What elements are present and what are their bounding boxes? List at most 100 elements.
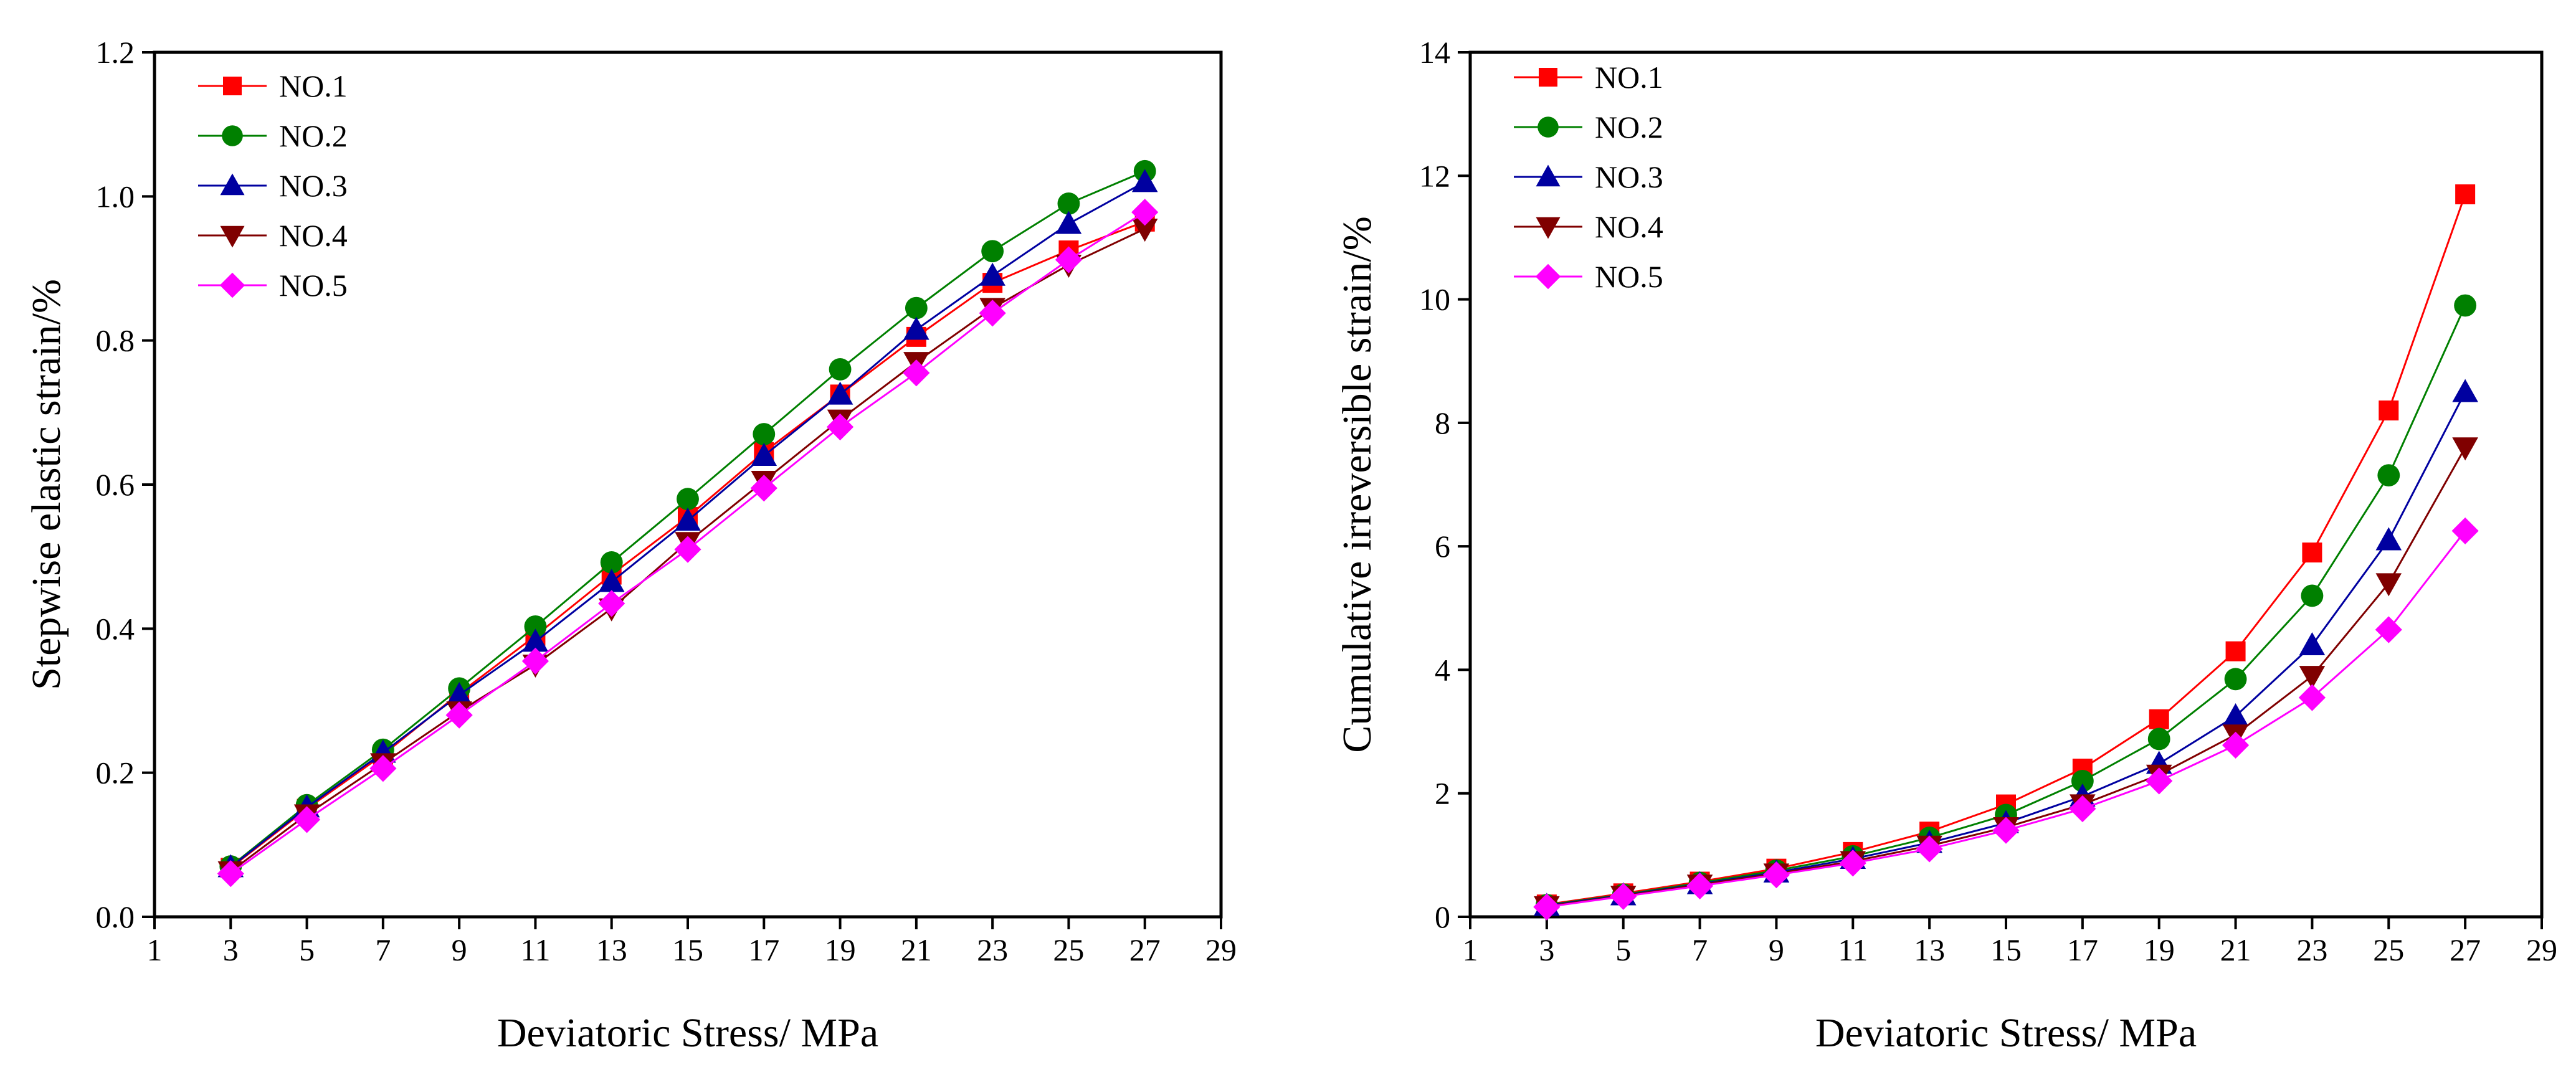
x-tick-label: 23: [2296, 932, 2327, 967]
data-point: [903, 359, 930, 387]
x-tick-label: 1: [1463, 932, 1478, 967]
data-point: [905, 296, 928, 320]
legend: NO.1 NO.2 NO.3 NO.4 NO.5: [198, 69, 348, 303]
data-point: [217, 860, 244, 888]
data-point: [598, 590, 625, 617]
y-axis-ticks: 0.0 0.2 0.4 0.6 0.8 1.0 1.2: [96, 35, 154, 934]
y-tick-label: 0.8: [96, 323, 135, 358]
x-tick-label: 7: [375, 932, 391, 967]
data-point: [1992, 817, 2020, 844]
y-tick-label: 0.0: [96, 899, 135, 934]
data-point: [524, 615, 547, 638]
data-point: [2454, 294, 2477, 317]
data-point: [2451, 517, 2479, 544]
data-point: [903, 316, 929, 340]
x-tick-label: 19: [825, 932, 856, 967]
data-point: [598, 569, 625, 592]
x-tick-label: 11: [520, 932, 550, 967]
x-tick-label: 5: [1615, 932, 1631, 967]
data-point: [2225, 641, 2246, 661]
data-point: [753, 423, 776, 445]
data-point: [2452, 379, 2478, 402]
y-tick-label: 0.6: [96, 467, 135, 502]
data-point: [2147, 727, 2170, 751]
y-tick-label: 0.4: [96, 611, 135, 646]
series-no5: [1533, 517, 2479, 921]
data-point: [979, 300, 1006, 327]
data-point: [2222, 703, 2249, 727]
legend-item: NO.2: [198, 118, 348, 153]
legend-item: NO.2: [1514, 110, 1663, 145]
x-tick-label: 5: [299, 932, 315, 967]
y-tick-label: 0.2: [96, 756, 135, 790]
x-tick-label: 25: [2373, 932, 2404, 967]
data-point: [829, 358, 852, 381]
data-point: [1131, 169, 1158, 192]
legend-label: NO.1: [1595, 60, 1663, 95]
x-tick-label: 9: [1769, 932, 1784, 967]
data-point: [446, 681, 472, 705]
x-tick-label: 1: [147, 932, 163, 967]
y-tick-label: 4: [1435, 652, 1450, 687]
data-point: [675, 508, 701, 531]
data-point: [2375, 527, 2402, 551]
data-point: [2455, 184, 2476, 205]
legend-marker: [222, 125, 243, 146]
y-axis-title: Cumulative irreversible strain/%: [1334, 216, 1380, 752]
data-point: [2377, 464, 2400, 487]
y-tick-label: 1.2: [96, 35, 135, 70]
data-point: [677, 488, 699, 511]
data-point: [1839, 850, 1866, 877]
legend-item: NO.4: [1514, 209, 1663, 244]
x-axis-title: Deviatoric Stress/ MPa: [1815, 1010, 2197, 1056]
data-point: [2375, 573, 2402, 597]
y-tick-label: 2: [1435, 776, 1450, 811]
legend-label: NO.2: [279, 118, 348, 153]
x-axis-title: Deviatoric Stress/ MPa: [497, 1010, 878, 1056]
x-tick-label: 25: [1053, 932, 1084, 967]
series-layer: [217, 159, 1159, 888]
legend-marker: [1535, 263, 1561, 290]
legend-marker: [220, 225, 245, 248]
data-point: [981, 240, 1004, 263]
data-point: [2069, 795, 2096, 823]
x-tick-label: 15: [1990, 932, 2022, 967]
x-tick-label: 9: [452, 932, 467, 967]
data-point: [2071, 769, 2094, 792]
y-tick-label: 8: [1435, 405, 1450, 440]
data-point: [979, 262, 1005, 286]
data-point: [827, 381, 853, 405]
x-tick-label: 13: [596, 932, 627, 967]
y-tick-label: 6: [1435, 529, 1450, 564]
data-point: [369, 755, 397, 782]
data-point: [1762, 861, 1790, 889]
x-tick-label: 13: [1914, 932, 1945, 967]
legend-label: NO.5: [279, 268, 348, 303]
data-point: [600, 551, 623, 574]
data-point: [445, 701, 473, 729]
y-axis-title: Stepwise elastic strain/%: [24, 279, 69, 690]
x-tick-label: 3: [1539, 932, 1554, 967]
data-point: [522, 628, 549, 652]
data-point: [750, 475, 777, 502]
data-point: [2224, 668, 2247, 691]
legend-label: NO.2: [1595, 110, 1663, 145]
legend-label: NO.3: [1595, 159, 1663, 194]
legend-label: NO.4: [1595, 209, 1663, 244]
data-point: [1916, 835, 1943, 863]
legend-item: NO.3: [198, 168, 348, 203]
data-point: [751, 442, 777, 466]
data-point: [2302, 542, 2322, 563]
legend-marker: [223, 77, 242, 95]
x-tick-label: 29: [1205, 932, 1237, 967]
y-tick-label: 0: [1435, 899, 1450, 934]
series-no5: [217, 199, 1159, 888]
data-point: [293, 806, 321, 833]
legend-marker: [219, 272, 245, 298]
y-tick-label: 1.0: [96, 179, 135, 214]
data-point: [2301, 584, 2324, 607]
legend-label: NO.1: [279, 69, 348, 103]
y-axis-ticks: 0 2 4 6 8 10 12 14: [1419, 35, 1470, 934]
